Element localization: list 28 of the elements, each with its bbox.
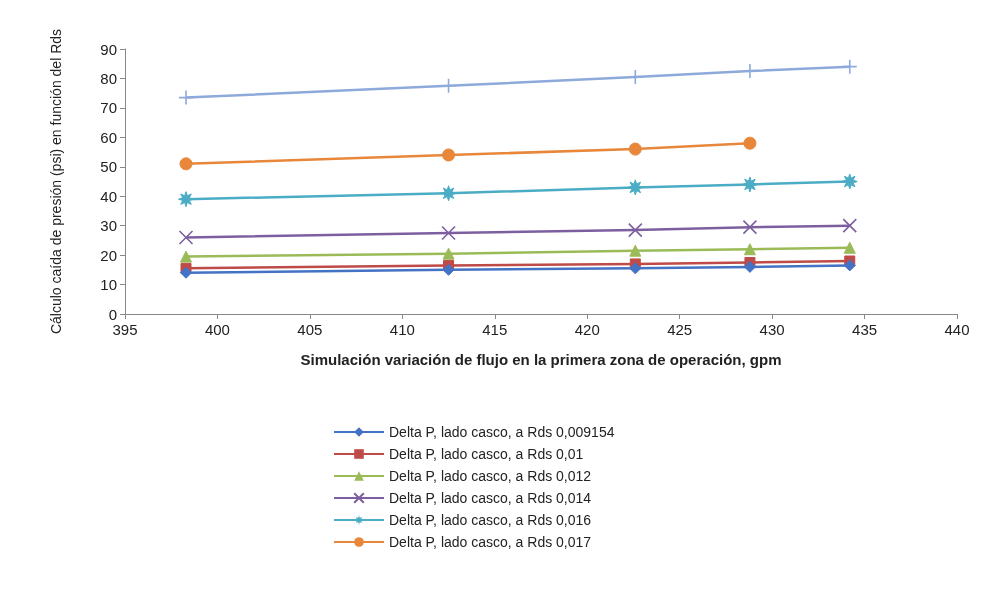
legend-label: Delta P, lado casco, a Rds 0,014 (389, 490, 592, 506)
y-tick-label: 80 (100, 69, 117, 87)
y-tick-label: 40 (100, 187, 117, 205)
legend-label: Delta P, lado casco, a Rds 0,009154 (389, 424, 615, 440)
y-axis-title: Cálculo caída de presión (psi) en función del Rds (48, 28, 64, 335)
x-tick-label: 420 (574, 321, 600, 338)
y-tick-label: 20 (100, 246, 117, 264)
x-axis-title: Simulación variación de flujo en la primera zona de operación, gpm (300, 351, 782, 368)
legend-label: Delta P, lado casco, a Rds 0,017 (389, 534, 592, 550)
x-tick-label: 435 (852, 321, 878, 338)
y-tick-label: 90 (100, 40, 117, 58)
legend-label: Delta P, lado casco, a Rds 0,016 (389, 512, 592, 528)
y-tick-label: 50 (100, 158, 117, 176)
x-tick-label: 415 (482, 321, 508, 338)
x-tick-label: 425 (667, 321, 693, 338)
x-tick-label: 440 (944, 321, 970, 338)
x-tick-label: 405 (297, 321, 323, 338)
y-tick-label: 30 (100, 217, 117, 235)
y-tick-label: 60 (100, 128, 117, 146)
legend-label: Delta P, lado casco, a Rds 0,012 (389, 468, 592, 484)
x-tick-label: 400 (204, 321, 230, 338)
y-tick-label: 10 (100, 276, 117, 294)
x-tick-label: 395 (112, 321, 138, 338)
x-tick-label: 430 (759, 321, 785, 338)
y-tick-label: 0 (108, 305, 117, 323)
y-tick-label: 70 (100, 99, 117, 117)
x-tick-label: 410 (389, 321, 415, 338)
legend-label: Delta P, lado casco, a Rds 0,01 (389, 446, 584, 462)
